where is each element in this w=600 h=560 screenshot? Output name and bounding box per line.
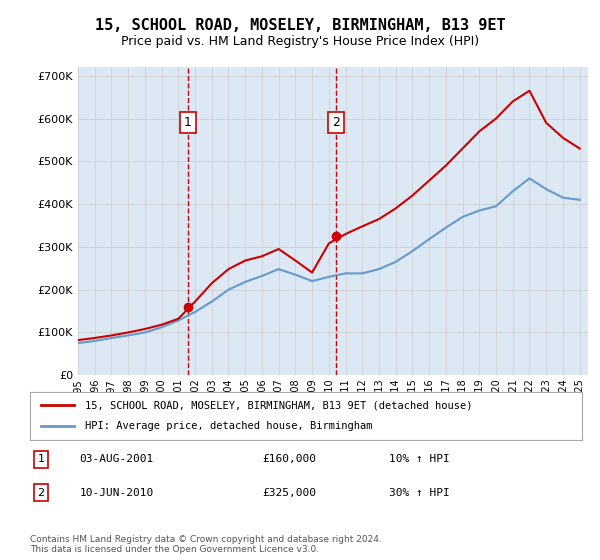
Text: 2: 2 <box>37 488 44 498</box>
Text: 2: 2 <box>332 116 340 129</box>
Text: £160,000: £160,000 <box>262 454 316 464</box>
Text: 15, SCHOOL ROAD, MOSELEY, BIRMINGHAM, B13 9ET (detached house): 15, SCHOOL ROAD, MOSELEY, BIRMINGHAM, B1… <box>85 400 473 410</box>
Text: 15, SCHOOL ROAD, MOSELEY, BIRMINGHAM, B13 9ET: 15, SCHOOL ROAD, MOSELEY, BIRMINGHAM, B1… <box>95 18 505 32</box>
Text: 30% ↑ HPI: 30% ↑ HPI <box>389 488 449 498</box>
Text: 10-JUN-2010: 10-JUN-2010 <box>80 488 154 498</box>
Text: 1: 1 <box>184 116 192 129</box>
Text: Price paid vs. HM Land Registry's House Price Index (HPI): Price paid vs. HM Land Registry's House … <box>121 35 479 49</box>
Text: HPI: Average price, detached house, Birmingham: HPI: Average price, detached house, Birm… <box>85 421 373 431</box>
Text: £325,000: £325,000 <box>262 488 316 498</box>
Text: 03-AUG-2001: 03-AUG-2001 <box>80 454 154 464</box>
Text: 10% ↑ HPI: 10% ↑ HPI <box>389 454 449 464</box>
Text: Contains HM Land Registry data © Crown copyright and database right 2024.
This d: Contains HM Land Registry data © Crown c… <box>30 535 382 554</box>
Text: 1: 1 <box>38 454 44 464</box>
